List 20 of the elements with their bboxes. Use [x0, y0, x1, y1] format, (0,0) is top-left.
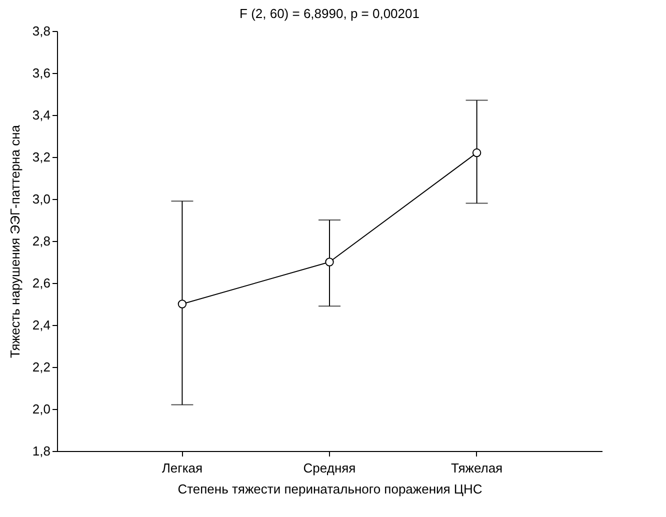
point [472, 148, 482, 158]
chart-title: F (2, 60) = 6,8990, p = 0,00201 [240, 6, 420, 21]
y-tick-label: 2,4 [32, 318, 50, 332]
x-tick-label: Легкая [162, 460, 203, 476]
y-tick-label: 2,2 [32, 360, 50, 374]
y-tick-label: 3,0 [32, 192, 50, 206]
y-tick-label: 3,2 [32, 150, 50, 164]
y-tick-label: 2,0 [32, 402, 50, 416]
x-tick-label: Средняя [303, 460, 356, 476]
x-axis-title: Степень тяжести перинатального поражения ЦНС [178, 482, 482, 496]
point [325, 258, 334, 266]
x-tick-label: Тяжелая [450, 460, 503, 476]
y-tick-label: 3,6 [32, 66, 50, 80]
y-tick-label: 2,8 [32, 234, 50, 248]
y-axis-title: Тяжесть нарушения ЭЭГ-паттерна сна [7, 124, 22, 358]
y-tick-label: 3,4 [32, 108, 50, 122]
y-tick-label: 1,8 [32, 444, 50, 458]
y-tick-label: 2,6 [32, 276, 50, 290]
y-tick-label: 3,8 [32, 24, 50, 38]
point [178, 300, 187, 308]
